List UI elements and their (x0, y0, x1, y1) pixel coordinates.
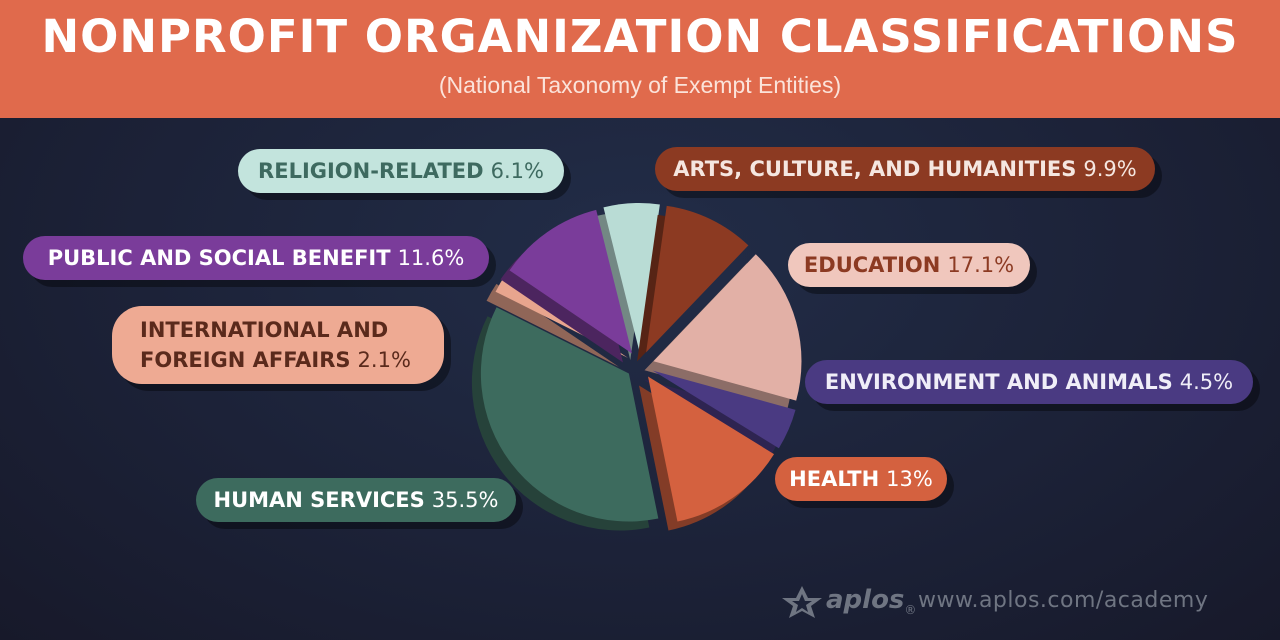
label-public-social-benefit: PUBLIC AND SOCIAL BENEFIT 11.6% (23, 236, 489, 280)
label-name: ARTS, CULTURE, AND HUMANITIES (673, 157, 1077, 181)
pie-slice-public-and-social-benefit (509, 209, 632, 354)
label-percent: 11.6% (397, 246, 465, 270)
label-religion-related: RELIGION-RELATED 6.1% (238, 149, 564, 193)
label-percent: 6.1% (490, 159, 544, 183)
registered-mark: ® (904, 603, 917, 618)
label-health: HEALTH 13% (775, 457, 947, 501)
pie-slice-depth-6 (486, 283, 619, 367)
aplos-logo-text: aplos® (826, 585, 916, 621)
logo-wordmark: aplos (826, 585, 905, 615)
label-name-line2: FOREIGN AFFAIRS (140, 348, 351, 372)
label-name: HEALTH (789, 467, 880, 491)
label-name-line1: INTERNATIONAL AND (140, 318, 389, 342)
label-name: HUMAN SERVICES (213, 488, 425, 512)
label-environment-animals: ENVIRONMENT AND ANIMALS 4.5% (805, 360, 1253, 404)
label-name: PUBLIC AND SOCIAL BENEFIT (47, 246, 391, 270)
label-percent: 17.1% (947, 253, 1015, 277)
header-banner: NONPROFIT ORGANIZATION CLASSIFICATIONS (… (0, 0, 1280, 118)
pie-slice-religion-related (603, 203, 660, 352)
label-percent: 9.9% (1083, 157, 1137, 181)
label-percent: 4.5% (1179, 370, 1234, 394)
pie-slice-arts-culture-and-humanities (646, 205, 749, 353)
label-percent: 13% (886, 467, 933, 491)
footer-url[interactable]: www.aplos.com/academy (918, 588, 1209, 613)
label-arts-culture-humanities: ARTS, CULTURE, AND HUMANITIES 9.9% (655, 147, 1155, 191)
label-name: ENVIRONMENT AND ANIMALS (824, 370, 1173, 394)
pie-slice-human-services (480, 307, 659, 522)
chart-title: NONPROFIT ORGANIZATION CLASSIFICATIONS (41, 10, 1239, 63)
pie-slice-health (648, 376, 775, 522)
label-human-services: HUMAN SERVICES 35.5% (196, 478, 516, 522)
label-education: EDUCATION 17.1% (788, 243, 1030, 287)
label-name: RELIGION-RELATED (258, 159, 484, 183)
pie-slice-education (653, 254, 802, 401)
label-name: EDUCATION (803, 253, 941, 277)
label-percent: 2.1% (357, 348, 411, 372)
label-international-foreign-affairs: INTERNATIONAL AND FOREIGN AFFAIRS 2.1% (112, 306, 444, 384)
pie-slice-environment-and-animals (652, 370, 796, 449)
chart-subtitle: (National Taxonomy of Exempt Entities) (438, 72, 842, 98)
label-percent: 35.5% (431, 488, 499, 512)
aplos-logo-icon (782, 586, 822, 618)
